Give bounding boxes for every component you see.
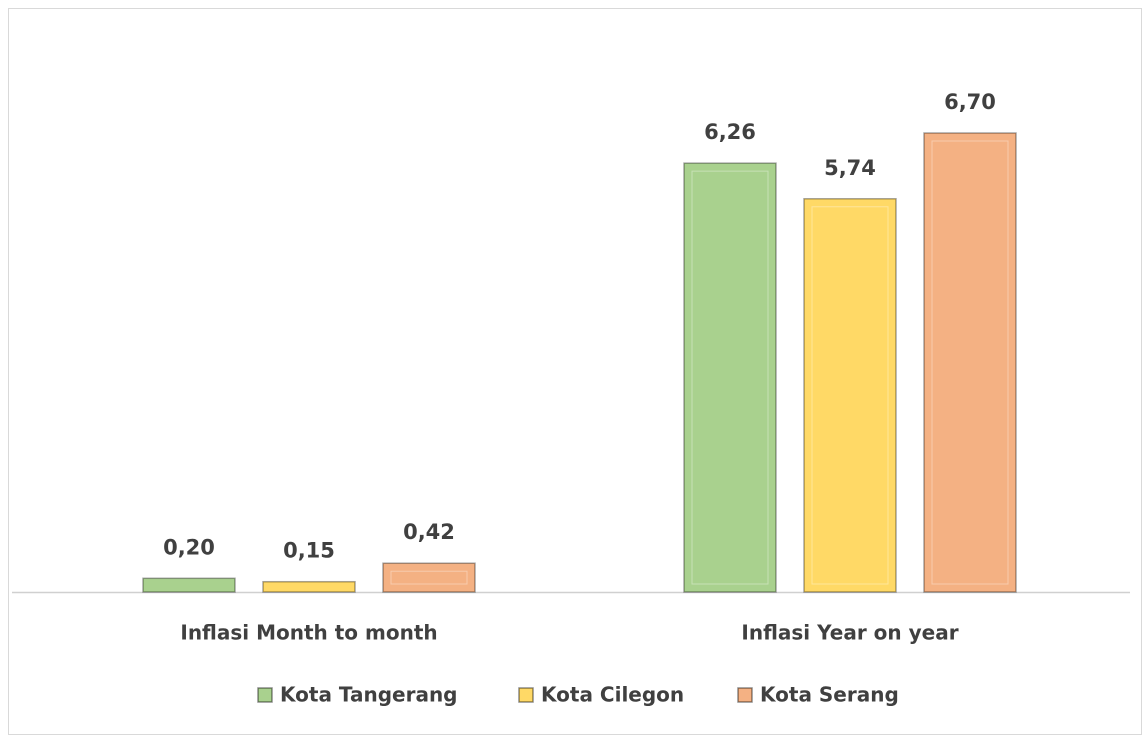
x-tick-label: Inflasi Month to month [180,621,437,645]
bar [683,162,777,593]
bar-bevel [931,140,1009,585]
bar [803,198,897,593]
bar [142,577,236,593]
value-label: 5,74 [824,156,876,180]
bar-bevel [811,206,889,585]
bar [923,132,1017,593]
bar-bevel [390,570,468,585]
value-label: 0,15 [283,539,335,563]
value-label: 6,26 [704,120,756,144]
value-label: 6,70 [944,90,996,114]
bar [262,580,356,593]
bar-bevel [691,170,769,585]
value-label: 0,42 [403,520,455,544]
legend-marker [257,687,273,703]
value-label: 0,20 [163,535,215,559]
x-tick-label: Inflasi Year on year [741,621,958,645]
legend-marker [518,687,534,703]
legend-label: Kota Serang [760,683,899,707]
legend-label: Kota Cilegon [541,683,684,707]
bar [382,562,476,593]
legend-marker [737,687,753,703]
legend-label: Kota Tangerang [280,683,458,707]
